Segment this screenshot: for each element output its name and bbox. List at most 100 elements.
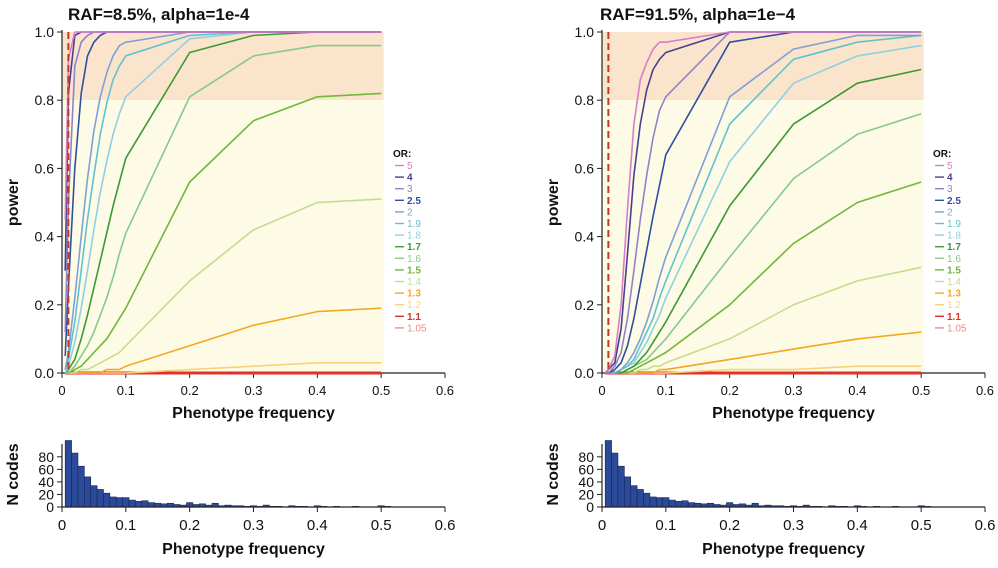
y-tick-label: 80 [38,449,54,465]
histogram-bar [115,497,123,508]
x-tick-label: 0.2 [181,383,199,398]
x-tick-label: 0.3 [783,517,804,534]
legend-label: 1.5 [407,265,421,276]
legend-label: 1.5 [947,265,961,276]
legend-label: 2.5 [947,196,961,207]
histogram-bar [636,489,644,508]
y-tick-label: 0 [586,499,594,515]
x-tick-label: 0.5 [372,383,390,398]
histogram-bar [96,489,104,508]
legend-label: 1.6 [947,254,961,265]
legend-label: 2.5 [407,196,421,207]
y-tick-label: 60 [38,461,54,477]
histogram-bar [64,440,72,508]
legend-label: 1.2 [947,300,961,311]
x-axis-label: Phenotype frequency [162,541,325,558]
histogram-bar [103,492,111,508]
legend-label: 4 [947,173,953,184]
legend-label: 1.9 [947,219,961,230]
y-tick-label: 0.8 [35,92,55,108]
histogram-bar [643,492,651,508]
x-tick-label: 0.2 [179,517,200,534]
legend-label: 1.1 [947,312,961,323]
x-tick-label: 0.4 [308,383,326,398]
y-tick-label: 0.0 [575,365,595,381]
x-tick-label: 0.4 [847,517,868,534]
histogram-bar [109,496,117,508]
panel-title-right: RAF=91.5%, alpha=1e−4 [600,5,796,24]
histogram-bar [675,501,683,508]
series-line-or-1-4 [65,198,382,374]
legend-label: 1.4 [947,277,961,288]
histogram-bar [681,500,689,508]
y-axis-label: power [545,179,562,226]
y-tick-label: 0.2 [575,297,595,313]
legend-label: 1.1 [407,312,421,323]
x-tick-label: 0.3 [244,383,262,398]
y-tick-label: 1.0 [575,24,595,40]
series-line-or-1-3 [65,307,382,374]
y-tick-label: 40 [38,474,54,490]
y-axis-label: N codes [545,443,562,505]
x-axis-label: Phenotype frequency [712,405,875,422]
x-tick-label: 0.3 [784,383,802,398]
histogram-bar [655,497,663,508]
legend: OR:5432.521.91.81.71.61.51.41.31.21.11.0… [393,149,427,334]
x-tick-label: 0.1 [655,517,676,534]
y-tick-label: 0.2 [35,297,55,313]
histogram-bar [84,476,92,508]
histogram-bar [604,440,612,508]
histogram-bar [630,485,638,508]
x-tick-label: 0.5 [911,517,932,534]
histogram-bar [649,496,657,508]
legend-title: OR: [393,149,411,160]
x-tick-label: 0.6 [976,383,994,398]
legend-label: 1.8 [407,231,421,242]
legend-label: 1.05 [407,323,427,334]
legend-label: 1.9 [407,219,421,230]
legend-label: 2 [947,207,953,218]
x-axis-label: Phenotype frequency [702,541,865,558]
x-tick-label: 0.2 [721,383,739,398]
series-line-or-1-7 [605,68,922,374]
y-tick-label: 0.4 [575,229,595,245]
shaded-band-1 [602,100,924,373]
legend-label: 1.05 [947,323,967,334]
legend-title: OR: [933,149,951,160]
x-tick-label: 0.6 [975,517,996,534]
series-line-or-2-5 [605,31,922,374]
histogram-bar [141,500,149,508]
histogram-bar [611,452,619,508]
x-tick-label: 0.6 [435,517,456,534]
legend-label: 1.4 [407,277,421,288]
legend-label: 1.7 [947,242,961,253]
legend-label: 3 [407,184,413,195]
series-line-or-1-5 [65,92,382,374]
histogram-bar [662,497,670,508]
y-tick-label: 20 [38,486,54,502]
x-axis-label: Phenotype frequency [172,405,335,422]
y-tick-label: 20 [578,486,594,502]
power-chart-right: 0.0 0.2 0.4 0.6 0.8 1.0 0 0.1 0.2 0.3 0.4 0.5 0.6 Phe… [545,24,994,422]
x-tick-label: 0 [598,383,605,398]
series-line-or-1-7 [64,31,382,374]
legend-label: 2 [407,207,413,218]
power-chart-left: 0.0 0.2 0.4 0.6 0.8 1.0 0 0.1 0.2 0.3 0.4 0.5 0.6 Phe… [5,24,454,422]
y-tick-label: 40 [578,474,594,490]
panel-title-left: RAF=8.5%, alpha=1e-4 [68,5,250,24]
histogram-bar [624,476,632,508]
legend-label: 1.7 [407,242,421,253]
histogram-bar [135,501,143,508]
histogram-bar [726,502,734,508]
legend-label: 1.6 [407,254,421,265]
series-line-or-1-9 [64,31,382,370]
legend: OR:5432.521.91.81.71.61.51.41.31.21.11.0… [933,149,967,334]
legend-label: 5 [407,161,413,172]
x-tick-label: 0.6 [436,383,454,398]
y-tick-label: 0.8 [575,92,595,108]
y-tick-label: 1.0 [35,24,55,40]
legend-label: 3 [947,184,953,195]
